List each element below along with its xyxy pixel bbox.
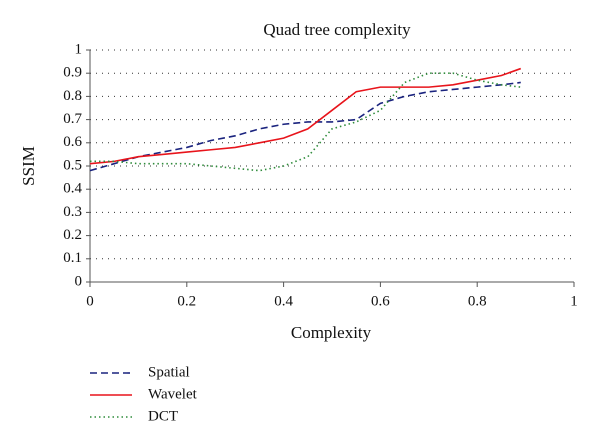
x-tick-label: 0.4 [274, 293, 293, 309]
legend-label: Spatial [148, 364, 190, 380]
y-tick-label: 0.6 [63, 134, 82, 150]
legend-label: Wavelet [148, 386, 198, 402]
y-tick-label: 0.5 [63, 157, 82, 173]
y-tick-label: 0.8 [63, 88, 82, 104]
series-line [89, 67, 522, 165]
y-tick-label: 0.9 [63, 65, 82, 81]
x-tick-label: 0.6 [371, 293, 390, 309]
x-tick-label: 0.8 [468, 293, 487, 309]
y-tick-label: 0.1 [63, 250, 82, 266]
series-line [89, 81, 521, 172]
chart-title: Quad tree complexity [263, 20, 411, 39]
y-axis-label: SSIM [19, 146, 38, 186]
x-tick-label: 1 [570, 293, 578, 309]
y-tick-label: 0.4 [63, 181, 82, 197]
x-axis-label: Complexity [291, 323, 372, 342]
y-tick-label: 0 [75, 273, 83, 289]
y-tick-label: 0.7 [63, 111, 82, 127]
x-tick-label: 0.2 [177, 293, 196, 309]
legend-label: DCT [148, 408, 178, 424]
series-line [90, 72, 521, 172]
y-tick-label: 0.2 [63, 227, 82, 243]
y-tick-label: 1 [75, 41, 83, 57]
x-tick-label: 0 [86, 293, 94, 309]
y-tick-label: 0.3 [63, 204, 82, 220]
